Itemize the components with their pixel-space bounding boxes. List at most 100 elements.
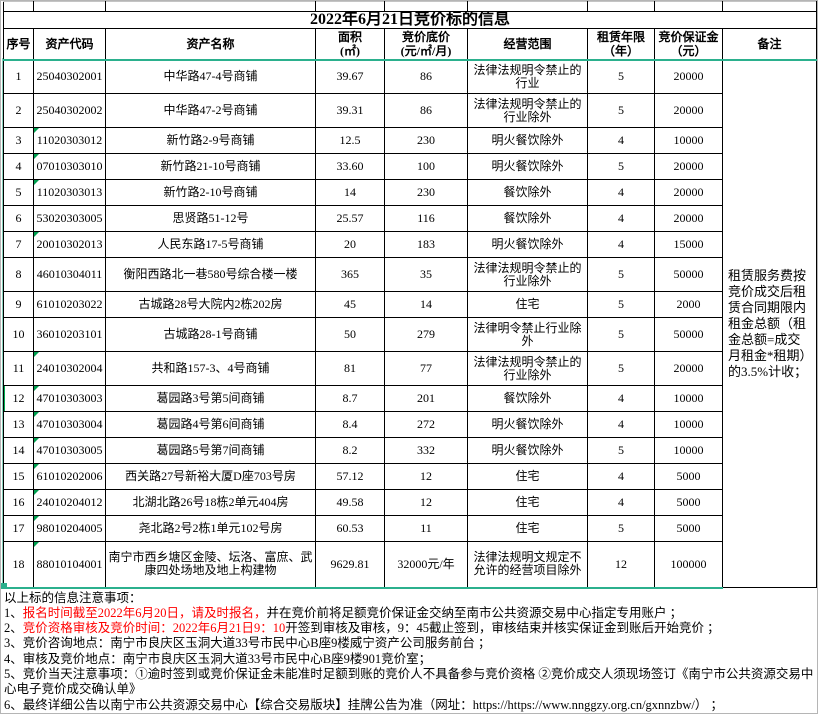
- cell-no[interactable]: 8: [3, 257, 34, 292]
- cell-name[interactable]: 共和路157-3、4号商铺: [105, 351, 316, 386]
- cell-area[interactable]: 49.58: [315, 489, 385, 516]
- cell-code[interactable]: 47010303003: [33, 385, 106, 412]
- cell-deposit[interactable]: 20000: [654, 179, 723, 206]
- cell-no[interactable]: 17: [3, 515, 34, 542]
- cell-deposit[interactable]: 20000: [654, 153, 723, 180]
- cell-deposit[interactable]: 5000: [654, 515, 723, 542]
- cell-name[interactable]: 葛园路3号第5间商铺: [105, 385, 316, 412]
- cell-deposit[interactable]: 10000: [654, 127, 723, 154]
- cell-scope[interactable]: 明火餐饮除外: [467, 231, 588, 258]
- cell-price[interactable]: 12: [384, 463, 468, 490]
- cell-area[interactable]: 50: [315, 317, 385, 352]
- cell-no[interactable]: 10: [3, 317, 34, 352]
- cell-scope[interactable]: 住宅: [467, 489, 588, 516]
- cell-price[interactable]: 14: [384, 291, 468, 318]
- cell-scope[interactable]: 明火餐饮除外: [467, 411, 588, 438]
- cell-years[interactable]: 5: [587, 257, 655, 292]
- cell-code[interactable]: 46010304011: [33, 257, 106, 292]
- cell-scope[interactable]: 法律法规明令禁止的行业除外: [467, 351, 588, 386]
- cell-scope[interactable]: 明火餐饮除外: [467, 437, 588, 464]
- cell-name[interactable]: 新竹路21-10号商铺: [105, 153, 316, 180]
- cell-scope[interactable]: 法律法规明令禁止的行业除外: [467, 93, 588, 128]
- cell-price[interactable]: 100: [384, 153, 468, 180]
- cell-scope[interactable]: 餐饮除外: [467, 179, 588, 206]
- cell-no[interactable]: 11: [3, 351, 34, 386]
- cell-no[interactable]: 16: [3, 489, 34, 516]
- cell-code[interactable]: 98010204005: [33, 515, 106, 542]
- cell-code[interactable]: 07010303010: [33, 153, 106, 180]
- cell-no[interactable]: 4: [3, 153, 34, 180]
- cell-code[interactable]: 47010303005: [33, 437, 106, 464]
- cell-code[interactable]: 61010203022: [33, 291, 106, 318]
- cell-price[interactable]: 35: [384, 257, 468, 292]
- cell-deposit[interactable]: 50000: [654, 257, 723, 292]
- cell-price[interactable]: 183: [384, 231, 468, 258]
- cell-code[interactable]: 61010202006: [33, 463, 106, 490]
- cell-name[interactable]: 衡阳西路北一巷580号综合楼一楼: [105, 257, 316, 292]
- cell-deposit[interactable]: 10000: [654, 411, 723, 438]
- cell-name[interactable]: 古城路28-1号商铺: [105, 317, 316, 352]
- cell-years[interactable]: 4: [587, 231, 655, 258]
- cell-name[interactable]: 尧北路2号2栋1单元102号房: [105, 515, 316, 542]
- cell-no[interactable]: 12: [3, 385, 34, 412]
- cell-area[interactable]: 39.31: [315, 93, 385, 128]
- cell-name[interactable]: 新竹路2-9号商铺: [105, 127, 316, 154]
- cell-scope[interactable]: 法律明令禁止行业除外: [467, 317, 588, 352]
- cell-price[interactable]: 279: [384, 317, 468, 352]
- cell-scope[interactable]: 住宅: [467, 463, 588, 490]
- cell-code[interactable]: 88010104001: [33, 541, 106, 589]
- cell-area[interactable]: 39.67: [315, 59, 385, 94]
- cell-name[interactable]: 葛园路4号第6间商铺: [105, 411, 316, 438]
- cell-deposit[interactable]: 50000: [654, 317, 723, 352]
- cell-scope[interactable]: 明火餐饮除外: [467, 153, 588, 180]
- cell-name[interactable]: 中华路47-2号商铺: [105, 93, 316, 128]
- cell-years[interactable]: 5: [587, 59, 655, 94]
- cell-code[interactable]: 11020303012: [33, 127, 106, 154]
- cell-scope[interactable]: 法律法规明令禁止的行业除外: [467, 257, 588, 292]
- cell-name[interactable]: 西关路27号新裕大厦D座703号房: [105, 463, 316, 490]
- cell-scope[interactable]: 餐饮除外: [467, 205, 588, 232]
- cell-no[interactable]: 13: [3, 411, 34, 438]
- cell-price[interactable]: 77: [384, 351, 468, 386]
- cell-price[interactable]: 11: [384, 515, 468, 542]
- cell-no[interactable]: 14: [3, 437, 34, 464]
- cell-scope[interactable]: 住宅: [467, 515, 588, 542]
- cell-deposit[interactable]: 100000: [654, 541, 723, 589]
- cell-area[interactable]: 25.57: [315, 205, 385, 232]
- cell-no[interactable]: 18: [3, 541, 34, 589]
- cell-price[interactable]: 86: [384, 93, 468, 128]
- cell-code[interactable]: 24010302004: [33, 351, 106, 386]
- cell-years[interactable]: 12: [587, 541, 655, 589]
- cell-price[interactable]: 12: [384, 489, 468, 516]
- cell-deposit[interactable]: 20000: [654, 351, 723, 386]
- cell-name[interactable]: 新竹路2-10号商铺: [105, 179, 316, 206]
- cell-price[interactable]: 86: [384, 59, 468, 94]
- cell-no[interactable]: 15: [3, 463, 34, 490]
- cell-no[interactable]: 9: [3, 291, 34, 318]
- cell-area[interactable]: 14: [315, 179, 385, 206]
- cell-years[interactable]: 4: [587, 385, 655, 412]
- cell-years[interactable]: 5: [587, 291, 655, 318]
- cell-scope[interactable]: 餐饮除外: [467, 385, 588, 412]
- cell-years[interactable]: 5: [587, 153, 655, 180]
- cell-scope[interactable]: 法律法规明令禁止的行业: [467, 59, 588, 94]
- cell-price[interactable]: 230: [384, 127, 468, 154]
- cell-years[interactable]: 4: [587, 411, 655, 438]
- cell-no[interactable]: 5: [3, 179, 34, 206]
- cell-years[interactable]: 5: [587, 317, 655, 352]
- cell-deposit[interactable]: 20000: [654, 59, 723, 94]
- cell-code[interactable]: 20010302013: [33, 231, 106, 258]
- cell-price[interactable]: 332: [384, 437, 468, 464]
- cell-area[interactable]: 57.12: [315, 463, 385, 490]
- cell-area[interactable]: 81: [315, 351, 385, 386]
- cell-area[interactable]: 33.60: [315, 153, 385, 180]
- cell-scope[interactable]: 住宅: [467, 291, 588, 318]
- cell-years[interactable]: 5: [587, 351, 655, 386]
- cell-name[interactable]: 中华路47-4号商铺: [105, 59, 316, 94]
- cell-years[interactable]: 4: [587, 463, 655, 490]
- cell-years[interactable]: 5: [587, 515, 655, 542]
- cell-deposit[interactable]: 15000: [654, 231, 723, 258]
- cell-years[interactable]: 4: [587, 179, 655, 206]
- cell-no[interactable]: 7: [3, 231, 34, 258]
- cell-area[interactable]: 45: [315, 291, 385, 318]
